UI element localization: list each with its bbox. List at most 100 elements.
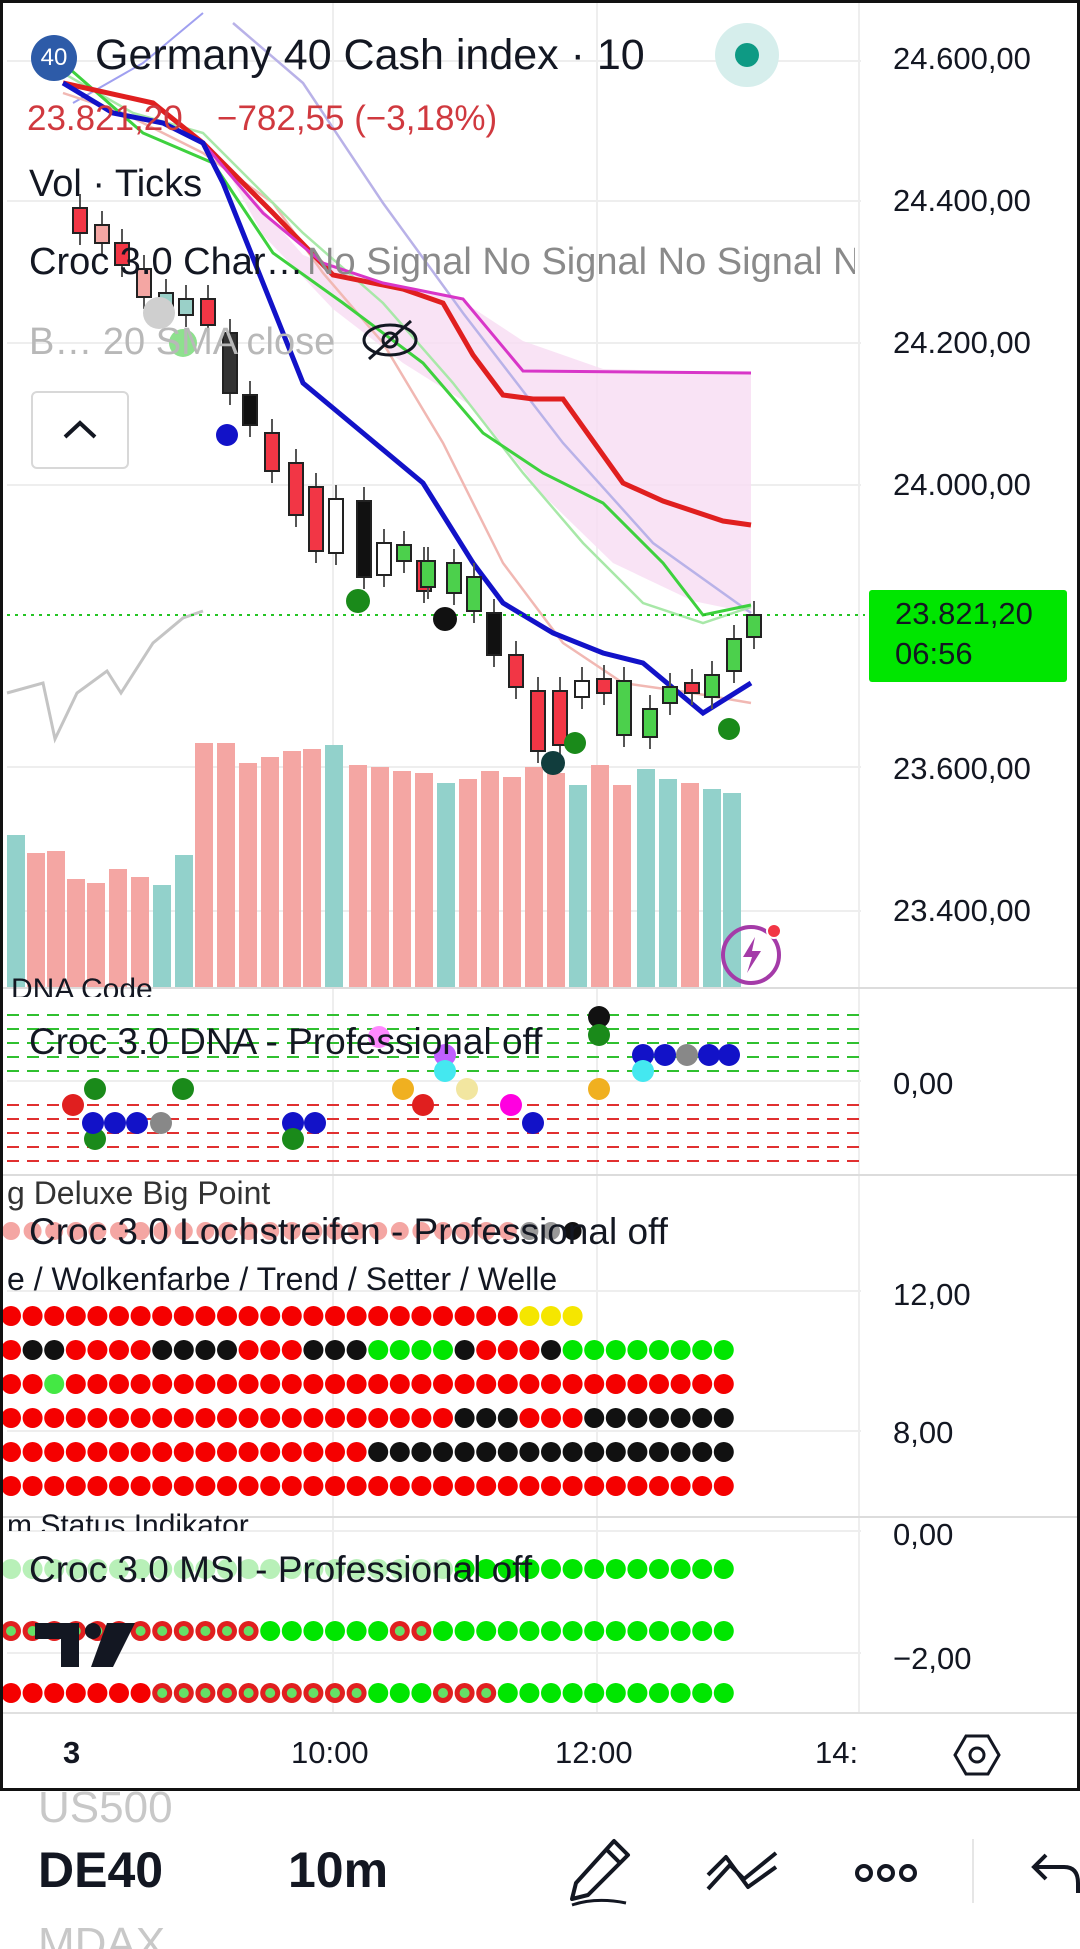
lochstreifen-dot: [260, 1374, 281, 1394]
lochstreifen-dot: [713, 1374, 734, 1394]
lochstreifen-dot: [670, 1408, 691, 1428]
symbol-below[interactable]: MDAX: [38, 1919, 166, 1949]
lochstreifen-dot: [173, 1476, 194, 1496]
lochstreifen-dot: [325, 1306, 345, 1326]
chart-frame[interactable]: 40 Germany 40 Cash index · 10 23.821,20 …: [0, 0, 1080, 1791]
bottom-toolbar: US500 DE40 MDAX 10m: [0, 1791, 1080, 1949]
chart-canvas[interactable]: [3, 3, 1077, 1788]
lightning-alert-icon[interactable]: [719, 917, 789, 992]
lochstreifen-dot: [476, 1340, 497, 1360]
lochstreifen-dot: [238, 1476, 259, 1496]
lochstreifen-dot: [584, 1340, 605, 1360]
dna-dot: [126, 1112, 148, 1134]
bigpoint-dot: [563, 1222, 582, 1240]
volume-bar: [681, 783, 699, 987]
dna-dot: [500, 1094, 522, 1116]
lochstreifen-dot: [649, 1374, 669, 1394]
lochstreifen-dot: [497, 1340, 518, 1360]
lochstreifen-dot: [281, 1408, 302, 1428]
lochstreifen-dot: [605, 1476, 626, 1496]
lochstreifen-dot: [541, 1374, 561, 1394]
more-icon[interactable]: [854, 1863, 918, 1888]
msi-dot: [368, 1621, 389, 1641]
msi-axis-top: 0,00: [893, 1517, 954, 1552]
ma-light-line: [62, 71, 752, 625]
bigpoint-dot: [174, 1222, 193, 1240]
dna-dot: [84, 1128, 106, 1150]
drawing-tools-icon[interactable]: [704, 1847, 780, 1902]
dna-dot: [676, 1044, 698, 1066]
msi-dot: [627, 1559, 648, 1579]
candle: [466, 576, 482, 612]
collapse-chevron-icon[interactable]: [31, 391, 129, 469]
undo-icon[interactable]: [1030, 1849, 1080, 1898]
msi-dot: [303, 1559, 324, 1579]
msi-dot: [238, 1559, 259, 1579]
volume-bar: [525, 767, 543, 987]
bigpoint-dot: [434, 1222, 452, 1240]
settings-hexagon-icon[interactable]: [953, 1731, 1001, 1784]
candle: [596, 678, 612, 694]
dna-dot: [654, 1044, 676, 1066]
lochstreifen-dot: [109, 1408, 129, 1428]
volume-bar: [349, 765, 367, 987]
symbol-button[interactable]: DE40: [38, 1842, 164, 1898]
signal-dot: [433, 607, 457, 631]
lochstreifen-dot: [389, 1306, 410, 1326]
lochstreifen-dot: [87, 1442, 108, 1462]
msi-dot: [65, 1559, 86, 1579]
time-tick: 3: [63, 1735, 81, 1770]
lochstreifen-dot: [541, 1476, 561, 1496]
lochstreifen-dot: [649, 1340, 669, 1360]
lochstreifen-dot: [65, 1476, 86, 1496]
lochstreifen-legend[interactable]: Croc 3.0 Lochstreifen - Professional off: [29, 1211, 668, 1252]
croc-chart-legend[interactable]: Croc 3.0 Char…: [29, 241, 304, 283]
msi-dot-core: [416, 1626, 427, 1636]
bigpoint-dot: [131, 1222, 150, 1240]
hide-eye-icon[interactable]: [359, 315, 421, 370]
lochstreifen-dot: [65, 1340, 86, 1360]
volume-bar: [437, 783, 455, 987]
lochstreifen-dot: [3, 1306, 21, 1326]
msi-dot: [454, 1621, 475, 1641]
candle: [242, 394, 258, 426]
symbol-badge[interactable]: 40: [31, 35, 77, 81]
lochstreifen-dot: [325, 1340, 345, 1360]
lochstreifen-dot: [195, 1374, 216, 1394]
volume-bar: [371, 767, 389, 987]
symbol-title[interactable]: Germany 40 Cash index · 10: [95, 31, 645, 79]
lochstreifen-dot: [44, 1374, 65, 1394]
lochstreifen-dot: [346, 1476, 367, 1496]
lochstreifen-dot: [281, 1476, 302, 1496]
interval-button[interactable]: 10m: [288, 1842, 389, 1898]
pencil-icon[interactable]: [566, 1837, 632, 1912]
volume-legend[interactable]: Vol · Ticks: [29, 163, 203, 205]
lochstreifen-dot: [368, 1374, 389, 1394]
market-status-icon[interactable]: [715, 23, 779, 87]
msi-dot: [44, 1683, 65, 1703]
lochstreifen-dot: [346, 1340, 367, 1360]
dna-dot: [282, 1128, 304, 1150]
dna-dot: [434, 1044, 456, 1066]
symbol-above[interactable]: US500: [38, 1791, 173, 1832]
lochstreifen-dot: [584, 1374, 605, 1394]
dna-dot: [588, 1006, 610, 1028]
msi-dot: [476, 1621, 497, 1641]
signal-dot: [718, 718, 740, 740]
msi-dot: [541, 1683, 561, 1703]
dna-legend[interactable]: Croc 3.0 DNA - Professional off: [29, 1021, 543, 1062]
candle: [642, 708, 658, 738]
msi-dot: [670, 1621, 691, 1641]
bollinger-legend[interactable]: B… 20 SMA close: [29, 321, 336, 363]
dna-dot: [282, 1112, 304, 1134]
msi-dot-core: [243, 1626, 254, 1636]
lochstreifen-dot: [195, 1442, 216, 1462]
candle: [530, 690, 546, 752]
lochstreifen-dot: [303, 1408, 324, 1428]
dna-dot: [456, 1078, 478, 1100]
last-price-text: 23.821,20: [27, 99, 183, 138]
volume-bar: [217, 743, 235, 987]
lochstreifen-dot: [260, 1306, 281, 1326]
msi-legend[interactable]: Croc 3.0 MSI - Professional off: [29, 1549, 533, 1590]
lochstreifen-dot: [65, 1306, 86, 1326]
